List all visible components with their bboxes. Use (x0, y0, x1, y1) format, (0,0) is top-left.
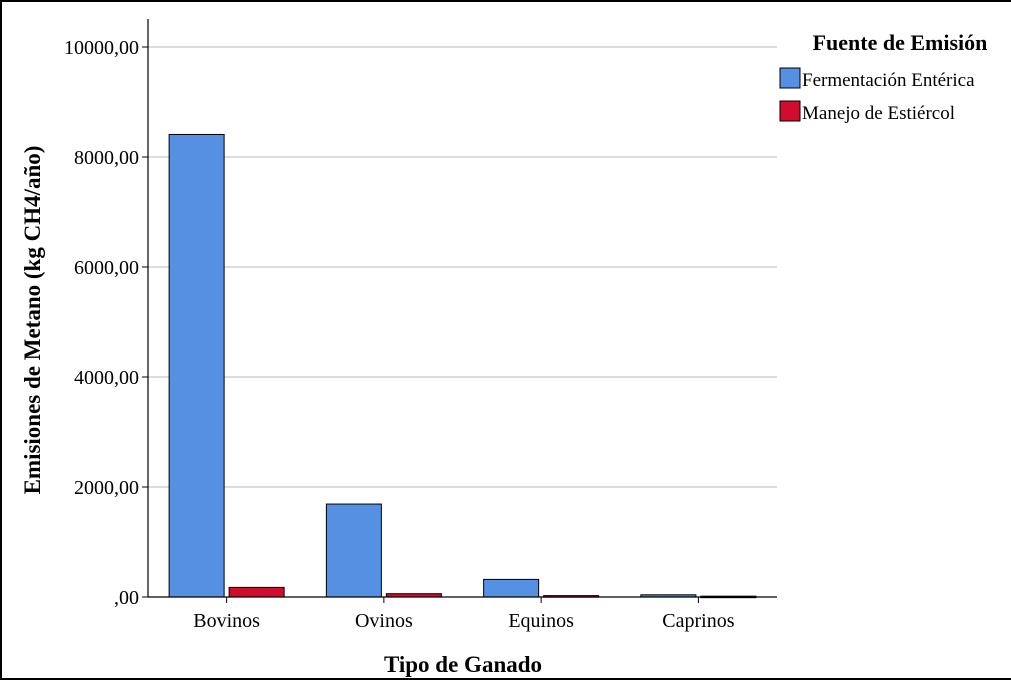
y-tick-label: 6000,00 (74, 257, 139, 279)
x-tick-label-caprinos: Caprinos (662, 610, 734, 632)
y-tick-label: ,00 (114, 587, 139, 609)
x-tick-label-ovinos: Ovinos (355, 610, 413, 632)
bar-bovinos-estiercol (228, 586, 285, 598)
y-tick-label: 10000,00 (64, 37, 139, 59)
legend-swatch-fermentacion (779, 67, 801, 89)
bar-bovinos-fermentacion (168, 133, 225, 598)
y-tick-label: 4000,00 (74, 367, 139, 389)
bar-ovinos-fermentacion (325, 503, 382, 598)
y-axis-title: Emisiones de Metano (kg CH4/año) (20, 146, 45, 495)
legend-label-estiercol: Manejo de Estiércol (802, 103, 955, 124)
legend: Fuente de Emisión Fermentación Entérica … (779, 30, 988, 124)
legend-label-fermentacion: Fermentación Entérica (802, 70, 975, 91)
x-tick-label-equinos: Equinos (508, 610, 574, 632)
legend-swatch-estiercol (779, 100, 801, 122)
x-axis-title: Tipo de Ganado (384, 652, 542, 677)
gridlines (148, 46, 777, 488)
legend-title: Fuente de Emisión (813, 30, 988, 55)
bar-equinos-fermentacion (483, 578, 540, 598)
x-tick-label-bovinos: Bovinos (193, 610, 260, 632)
y-tick-label: 2000,00 (74, 477, 139, 499)
bars (168, 133, 757, 599)
y-tick-label: 8000,00 (74, 147, 139, 169)
x-axis-categories: Bovinos Ovinos Equinos Caprinos (193, 597, 735, 632)
y-axis-ticks: ,00 2000,00 4000,00 6000,00 8000,00 10000,00 (64, 37, 148, 609)
